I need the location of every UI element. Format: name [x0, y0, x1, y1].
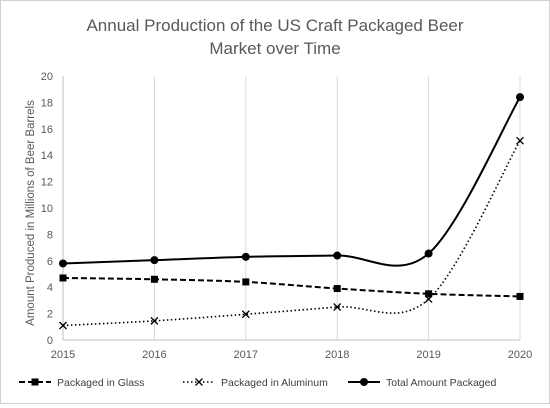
legend-label-0: Packaged in Glass [57, 377, 145, 389]
y-tick-label: 20 [41, 71, 53, 83]
y-tick-label: 2 [47, 309, 53, 321]
marker-circle-legend-2 [360, 378, 368, 386]
x-tick-label: 2019 [416, 349, 440, 361]
marker-circle-s2-p2 [241, 252, 250, 261]
grid-lines [153, 76, 521, 340]
y-axis-label: Amount Produced in Millions of Beer Barr… [25, 100, 37, 326]
y-tick-label: 4 [47, 282, 53, 294]
chart-title-line-1: Annual Production of the US Craft Packag… [86, 16, 463, 35]
marker-square-s0-p2 [242, 278, 250, 286]
marker-x-s1-p5 [516, 136, 524, 145]
y-tick-labels: 0 2 4 6 8 10 12 14 16 18 20 [41, 71, 53, 347]
y-tick-label: 12 [41, 177, 53, 189]
legend-label-2: Total Amount Packaged [386, 377, 496, 389]
y-tick-label: 16 [41, 124, 53, 136]
y-tick-label: 10 [41, 203, 53, 215]
legend: Packaged in Glass Packaged in Aluminum Tot… [19, 377, 496, 389]
y-tick-label: 0 [47, 335, 53, 347]
marker-circle-s2-p5 [516, 93, 524, 102]
marker-x-s1-p0 [59, 321, 67, 330]
marker-x-legend-1 [195, 378, 203, 386]
marker-x-s1-p2 [241, 310, 250, 319]
marker-x-s1-p1 [150, 316, 159, 325]
y-tick-label: 14 [41, 150, 53, 162]
marker-square-s0-p3 [333, 285, 341, 293]
marker-circle-s2-p3 [333, 251, 342, 260]
series-lines [62, 96, 521, 327]
marker-circle-s2-p0 [59, 259, 67, 268]
x-tick-label: 2017 [234, 349, 258, 361]
marker-circle-s2-p1 [150, 256, 159, 265]
x-tick-label: 2018 [325, 349, 349, 361]
y-tick-label: 18 [41, 97, 53, 109]
series-line-1 [62, 140, 521, 327]
marker-square-s0-p1 [150, 275, 158, 283]
y-tick-label: 8 [47, 229, 53, 241]
marker-square-s0-p4 [425, 290, 433, 298]
chart-title-line-2: Market over Time [209, 39, 340, 58]
x-tick-label: 2020 [508, 349, 532, 361]
axes [62, 76, 520, 341]
marker-square-s0-p5 [516, 292, 524, 300]
x-tick-label: 2016 [142, 349, 166, 361]
series-markers [59, 93, 524, 330]
marker-x-s1-p4 [424, 295, 433, 304]
series-line-0 [62, 276, 521, 298]
marker-square-legend-0 [31, 378, 39, 386]
x-tick-labels: 2015 2016 2017 2018 2019 2020 [51, 349, 532, 361]
marker-square-s0-p0 [59, 274, 67, 282]
y-tick-label: 6 [47, 256, 53, 268]
x-tick-label: 2015 [51, 349, 75, 361]
marker-circle-s2-p4 [424, 249, 433, 258]
series-line-2 [62, 96, 521, 267]
marker-x-s1-p3 [333, 303, 342, 311]
legend-label-1: Packaged in Aluminum [221, 377, 328, 389]
